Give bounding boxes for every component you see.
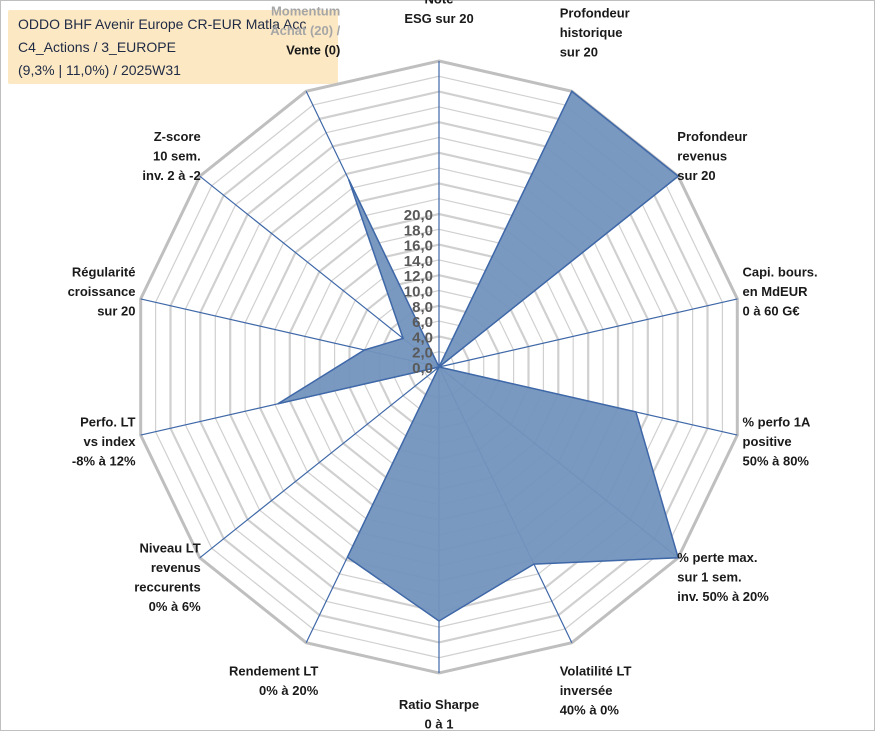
axis-label: % perte max. sur 1 sem. inv. 50% à 20% bbox=[677, 550, 769, 604]
axis-label: Perfo. LT vs index -8% à 12% bbox=[72, 415, 136, 469]
spoke-line bbox=[199, 175, 440, 368]
axis-label: Volatilité LT inversée 40% à 0% bbox=[560, 664, 632, 718]
r-tick-label: 2,0 bbox=[412, 345, 433, 362]
axis-label: Régularité croissance sur 20 bbox=[68, 264, 136, 318]
title-line-category: C4_Actions / 3_EUROPE bbox=[18, 39, 176, 55]
axis-label: Profondeur revenus sur 20 bbox=[677, 129, 747, 183]
r-tick-label: 6,0 bbox=[412, 314, 433, 331]
r-tick-label: 8,0 bbox=[412, 299, 433, 316]
title-line-stats: (9,3% | 11,0%) / 2025W31 bbox=[18, 62, 181, 78]
axis-label: % perfo 1A positive 50% à 80% bbox=[743, 415, 812, 469]
spoke-line bbox=[438, 298, 738, 368]
axis-label: Capi. bours. en MdEUR 0 à 60 G€ bbox=[743, 264, 818, 318]
axis-label: Momentum Achat (20) / Vente (0) bbox=[270, 4, 340, 58]
r-tick-label: 20,0 bbox=[404, 207, 433, 224]
r-tick-label: 0,0 bbox=[412, 360, 433, 377]
axis-label: Ratio Sharpe 0 à 1 bbox=[399, 697, 479, 731]
axis-label: Niveau LT revenus reccurents 0% à 6% bbox=[134, 541, 201, 615]
series-area bbox=[277, 90, 680, 622]
title-line-fund: ODDO BHF Avenir Europe CR-EUR Matla Acc bbox=[18, 16, 307, 32]
r-tick-label: 16,0 bbox=[404, 238, 433, 255]
r-tick-label: 4,0 bbox=[412, 329, 433, 346]
axis-label: NoteESG sur 20 bbox=[404, 0, 473, 26]
r-tick-label: 10,0 bbox=[404, 284, 433, 301]
axis-label: Z-score 10 sem. inv. 2 à -2 bbox=[142, 129, 200, 183]
chart-title-box: ODDO BHF Avenir Europe CR-EUR Matla Acc … bbox=[8, 10, 338, 84]
axis-label: Rendement LT 0% à 20% bbox=[229, 664, 319, 699]
r-tick-label: 14,0 bbox=[404, 253, 433, 270]
r-tick-label: 18,0 bbox=[404, 222, 433, 239]
r-tick-label: 12,0 bbox=[404, 268, 433, 285]
spoke-line bbox=[199, 366, 440, 559]
axis-label: Profondeur historique sur 20 bbox=[560, 6, 630, 60]
